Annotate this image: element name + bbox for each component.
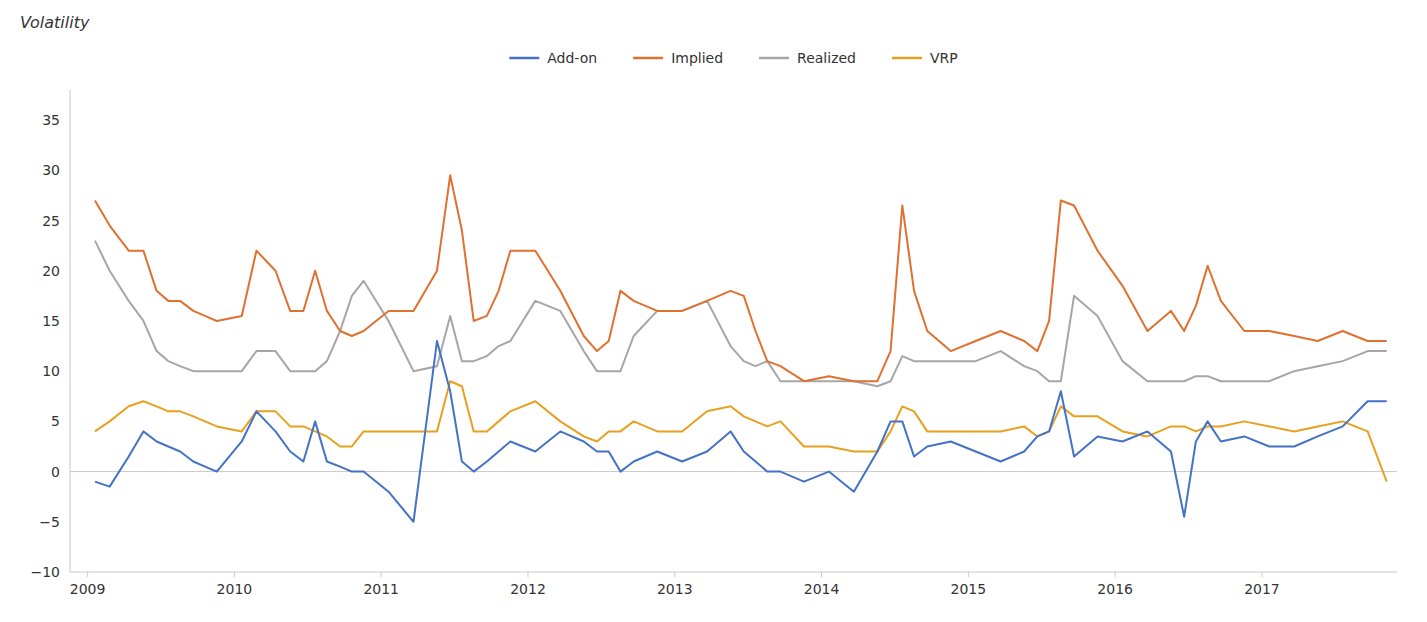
x-tick	[381, 572, 382, 577]
legend-item: Add-on	[509, 50, 597, 66]
lines	[95, 175, 1387, 521]
y-tick-label: 0	[51, 464, 60, 480]
x-tick	[87, 572, 88, 577]
y-tick-label: 5	[51, 413, 60, 429]
legend-swatch	[633, 57, 663, 60]
x-tick	[674, 572, 675, 577]
x-tick-label: 2012	[510, 581, 546, 597]
x-tick-label: 2016	[1097, 581, 1133, 597]
zero-line	[70, 471, 1397, 472]
x-tick-label: 2010	[217, 581, 253, 597]
x-tick-label: 2015	[951, 581, 987, 597]
x-tick-label: 2013	[657, 581, 693, 597]
x-tick	[1115, 572, 1116, 577]
x-axis-line	[70, 572, 1397, 573]
legend-label: Add-on	[547, 50, 597, 66]
x-tick	[821, 572, 822, 577]
legend-swatch	[759, 57, 789, 60]
y-tick-label: −5	[39, 514, 60, 530]
legend-swatch	[509, 57, 539, 60]
x-tick	[968, 572, 969, 577]
x-tick-label: 2009	[70, 581, 106, 597]
x-tick	[1261, 572, 1262, 577]
x-tick	[527, 572, 528, 577]
series-line	[95, 175, 1387, 381]
x-tick-label: 2017	[1244, 581, 1280, 597]
y-tick-label: 30	[42, 162, 60, 178]
legend-swatch	[892, 57, 922, 60]
y-tick-label: 20	[42, 263, 60, 279]
y-axis-line	[70, 90, 71, 572]
x-tick-label: 2014	[804, 581, 840, 597]
chart: Volatility −10 −5 0 5 10 15 20 25 30 35 2009 2010 201…	[0, 0, 1427, 622]
legend-item: Realized	[759, 50, 856, 66]
legend-item: Implied	[633, 50, 723, 66]
legend-item: VRP	[892, 50, 958, 66]
y-tick-label: 35	[42, 112, 60, 128]
x-tick	[234, 572, 235, 577]
legend-label: Implied	[671, 50, 723, 66]
legend-label: VRP	[930, 50, 958, 66]
legend: Add-on Implied Realized VRP	[509, 50, 957, 66]
y-tick-label: 10	[42, 363, 60, 379]
x-axis: 2009 2010 2011 2012 2013 2014 2015 2016 2017	[70, 572, 1397, 597]
series-line	[95, 341, 1387, 522]
legend-label: Realized	[797, 50, 856, 66]
title: Volatility	[20, 13, 90, 32]
y-tick-label: 15	[42, 313, 60, 329]
y-axis: −10 −5 0 5 10 15 20 25 30 35	[30, 90, 70, 580]
y-tick-label: −10	[30, 564, 60, 580]
y-tick-label: 25	[42, 213, 60, 229]
x-tick-label: 2011	[363, 581, 399, 597]
